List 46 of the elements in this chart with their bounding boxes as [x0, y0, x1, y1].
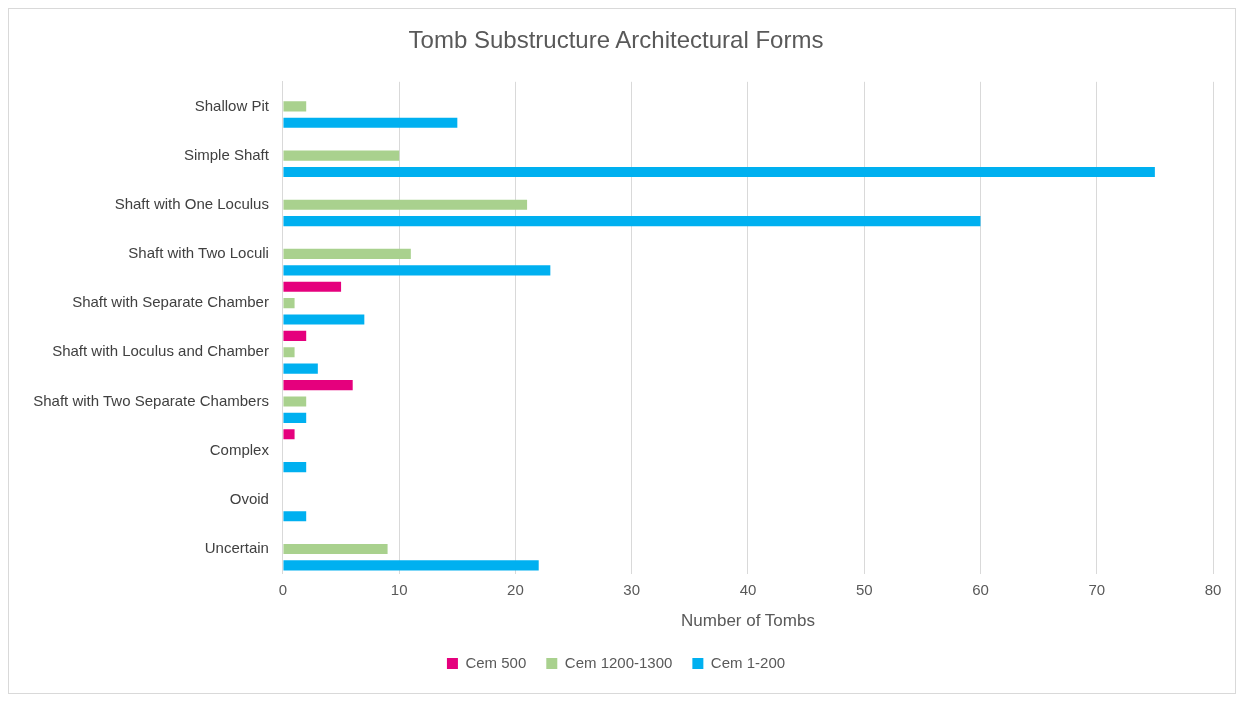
bar [283, 543, 388, 555]
legend-label: Cem 1200-1300 [564, 653, 673, 671]
x-tick-label: 60 [972, 580, 989, 598]
bar [283, 511, 307, 522]
bar [283, 461, 307, 473]
bar [283, 412, 307, 423]
chart-title: Tomb Substructure Architectural Forms [408, 26, 824, 54]
y-tick-label: Simple Shaft [183, 145, 270, 163]
y-tick-label: Shaft with Two Separate Chambers [33, 391, 269, 409]
bar [283, 298, 295, 309]
x-tick-label: 10 [390, 580, 408, 598]
x-tick-label: 70 [1088, 580, 1106, 598]
bar [283, 314, 365, 325]
bar [283, 199, 528, 210]
bar [283, 101, 307, 112]
y-tick-label: Complex [209, 440, 270, 458]
y-tick-label: Shallow Pit [194, 96, 270, 114]
bar [283, 429, 295, 440]
legend-label: Cem 500 [465, 653, 527, 671]
legend-label: Cem 1-200 [710, 653, 786, 671]
y-tick-label: Shaft with Loculus and Chamber [52, 342, 269, 360]
bar [283, 216, 981, 227]
bar [283, 560, 539, 571]
bar [283, 281, 342, 292]
bar [283, 117, 458, 128]
bar [283, 347, 295, 358]
y-tick-label: Shaft with Separate Chamber [72, 293, 269, 311]
x-tick-label: 30 [623, 580, 641, 598]
y-tick-label: Shaft with Two Loculi [128, 244, 269, 262]
bar [283, 265, 551, 276]
x-tick-label: 50 [855, 580, 873, 598]
x-tick-label: 20 [507, 580, 524, 598]
bar [283, 150, 400, 161]
x-tick-label: 0 [278, 580, 288, 598]
bar [283, 248, 411, 260]
bar [283, 166, 1155, 178]
y-tick-label: Uncertain [204, 539, 269, 557]
bar [283, 363, 318, 374]
x-axis-title: Number of Tombs [681, 611, 815, 631]
x-tick-label: 40 [739, 580, 757, 598]
bar [283, 396, 307, 407]
y-tick-label: Shaft with One Loculus [114, 194, 269, 212]
y-tick-label: Ovoid [229, 489, 269, 507]
x-tick-label: 80 [1204, 580, 1222, 598]
bar [283, 330, 307, 341]
bar [283, 380, 353, 391]
